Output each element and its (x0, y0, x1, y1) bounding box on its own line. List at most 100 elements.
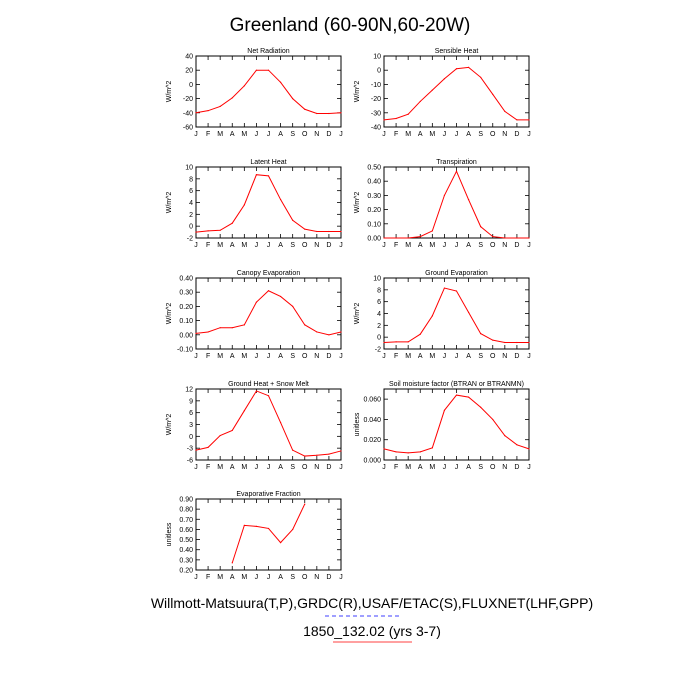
data-point (407, 237, 409, 239)
data-point (516, 237, 518, 239)
data-point (395, 341, 397, 343)
x-tick-label: M (241, 353, 247, 360)
data-point (328, 112, 330, 115)
chart-panel: Transpiration 0.50 0.40 0.30 0.20 0.10 0.00 W/m… (354, 159, 531, 249)
y-tick-label: 0.30 (179, 290, 193, 297)
x-tick-label: S (478, 242, 483, 249)
x-tick-label: J (267, 353, 271, 360)
data-point (292, 449, 294, 451)
x-tick-label: J (255, 242, 259, 249)
y-tick-label: 6 (377, 299, 381, 306)
y-axis-label: W/m^2 (354, 81, 361, 103)
x-tick-label: A (278, 242, 283, 249)
data-point (407, 341, 409, 343)
y-tick-label: 0.040 (363, 417, 381, 424)
y-tick-label: -40 (183, 110, 193, 117)
x-tick-label: J (194, 574, 198, 581)
data-point (195, 231, 197, 233)
chart-panel: Canopy Evaporation 0.40 0.30 0.20 0.10 0.00 -0… (166, 270, 343, 360)
y-tick-label: 20 (185, 68, 193, 75)
y-tick-label: 4 (189, 200, 193, 207)
data-point (279, 421, 282, 424)
data-point (419, 333, 421, 335)
series-line (195, 174, 341, 233)
y-tick-label: 0.020 (363, 437, 381, 444)
data-point (467, 311, 470, 313)
x-tick-label: M (405, 131, 411, 138)
x-tick-label: F (206, 574, 210, 581)
x-tick-label: M (241, 131, 247, 138)
y-tick-label: 0.10 (367, 221, 381, 228)
data-point (467, 66, 470, 68)
data-point (255, 525, 258, 527)
x-tick-label: O (490, 131, 496, 138)
panel-title: Canopy Evaporation (237, 270, 301, 277)
data-point (383, 448, 385, 450)
data-point (219, 105, 221, 108)
x-tick-label: D (326, 131, 331, 138)
x-tick-label: M (217, 242, 223, 249)
x-tick-label: A (230, 353, 235, 360)
y-tick-label: 0.20 (179, 568, 193, 575)
data-point (504, 341, 506, 344)
x-tick-label: J (267, 242, 271, 249)
y-tick-label: -40 (371, 125, 381, 132)
plot-frame (195, 277, 342, 350)
x-tick-label: J (382, 353, 386, 360)
y-tick-label: -30 (371, 110, 381, 117)
y-tick-label: 0.60 (179, 527, 193, 534)
chart-panel: Soil moisture factor (BTRAN or BTRANMN) 0… (354, 381, 531, 471)
x-tick-label: M (241, 242, 247, 249)
y-tick-label: 0 (189, 434, 193, 441)
x-tick-label: J (455, 353, 459, 360)
chart-panel: Evaporative Fraction 0.90 0.80 0.70 0.60 0.50… (166, 491, 343, 581)
x-tick-label: N (314, 242, 319, 249)
y-tick-label: 8 (377, 287, 381, 294)
x-tick-label: D (514, 131, 519, 138)
y-tick-label: 0.00 (367, 236, 381, 243)
x-tick-label: M (217, 131, 223, 138)
panel-title: Latent Heat (250, 159, 286, 166)
y-tick-label: 0.50 (179, 537, 193, 544)
data-point (292, 305, 294, 307)
x-tick-label: J (267, 131, 271, 138)
series-line (383, 394, 530, 454)
data-point (516, 119, 518, 121)
data-point (328, 334, 330, 336)
data-point (492, 235, 494, 238)
x-tick-label: S (478, 353, 483, 360)
y-tick-label: 0.40 (179, 547, 193, 554)
data-point (443, 78, 446, 80)
x-tick-label: F (394, 353, 398, 360)
y-tick-label: 10 (373, 54, 381, 61)
panel-title: Sensible Heat (435, 48, 479, 55)
data-point (395, 451, 397, 453)
chart-panel: Ground Heat + Snow Melt 12 9 6 3 0 -3 -6 W/m^2 J F… (166, 381, 343, 471)
x-tick-label: S (478, 131, 483, 138)
data-point (383, 341, 385, 344)
y-tick-label: 0.30 (179, 557, 193, 564)
x-tick-label: N (502, 131, 507, 138)
data-point (231, 327, 233, 329)
x-tick-label: J (255, 131, 259, 138)
x-tick-label: A (230, 131, 235, 138)
y-axis-label: W/m^2 (166, 414, 173, 436)
data-point (395, 237, 397, 239)
x-tick-label: A (278, 574, 283, 581)
figure-title: Greenland (60-90N,60-20W) (230, 15, 471, 36)
x-tick-label: O (302, 574, 308, 581)
data-point (219, 229, 221, 231)
data-point (243, 85, 245, 87)
y-tick-label: 0.30 (367, 193, 381, 200)
y-tick-label: 0 (189, 82, 193, 89)
footer-datasets: Willmott-Matsuura(T,P),GRDC(R),USAF/ETAC… (151, 595, 593, 611)
x-tick-label: J (255, 353, 259, 360)
x-tick-label: N (502, 242, 507, 249)
data-point (207, 230, 209, 232)
panel-title: Soil moisture factor (BTRAN or BTRANMN) (389, 381, 524, 388)
data-point (304, 455, 306, 457)
data-point (316, 112, 318, 115)
data-point (528, 119, 530, 121)
x-tick-label: A (278, 353, 283, 360)
y-tick-label: 0.00 (179, 332, 193, 339)
